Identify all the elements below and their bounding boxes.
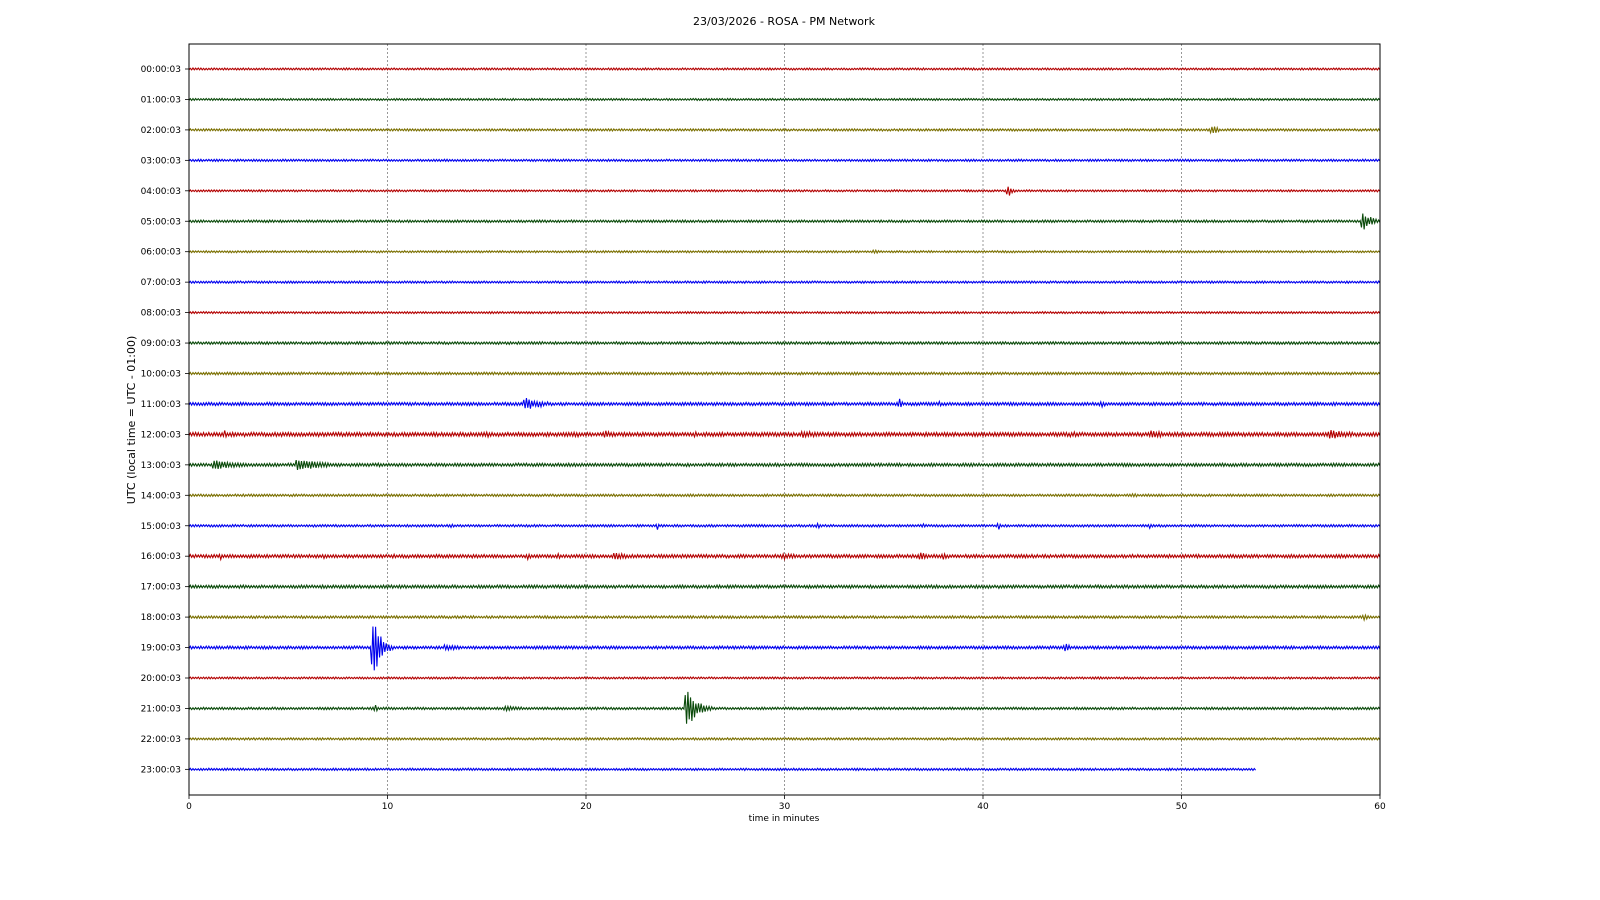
trace-05:00:03 xyxy=(188,213,1381,230)
trace-15:00:03 xyxy=(188,521,1381,530)
x-tick-label: 10 xyxy=(382,802,394,812)
y-axis-label: UTC (local time = UTC - 01:00) xyxy=(125,336,138,505)
y-tick-label: 05:00:03 xyxy=(141,217,181,227)
trace-23:00:03 xyxy=(188,767,1257,772)
x-tick-label: 0 xyxy=(186,802,192,812)
seismogram-traces xyxy=(188,67,1381,772)
y-tick-label: 01:00:03 xyxy=(141,95,181,105)
x-tick-labels: 0 10 20 30 40 50 60 xyxy=(186,795,1386,812)
y-tick-label: 06:00:03 xyxy=(141,248,181,258)
y-tick-label: 15:00:03 xyxy=(141,522,181,532)
trace-13:00:03 xyxy=(188,459,1381,470)
y-tick-label: 14:00:03 xyxy=(141,491,181,501)
trace-08:00:03 xyxy=(188,310,1381,315)
trace-10:00:03 xyxy=(188,371,1381,376)
trace-00:00:03 xyxy=(188,67,1381,71)
y-tick-label: 09:00:03 xyxy=(141,339,181,349)
y-tick-label: 12:00:03 xyxy=(141,430,181,440)
trace-22:00:03 xyxy=(188,736,1381,742)
trace-06:00:03 xyxy=(188,248,1381,255)
x-tick-label: 20 xyxy=(580,802,592,812)
trace-14:00:03 xyxy=(188,492,1381,498)
trace-19:00:03 xyxy=(188,626,1381,671)
y-tick-labels: 00:00:03 01:00:03 02:00:03 03:00:03 04:00:03… xyxy=(141,65,189,775)
trace-12:00:03 xyxy=(188,429,1381,439)
trace-16:00:03 xyxy=(188,551,1381,562)
x-tick-label: 40 xyxy=(977,802,989,812)
x-tick-label: 50 xyxy=(1176,802,1188,812)
trace-03:00:03 xyxy=(188,158,1381,163)
trace-09:00:03 xyxy=(188,340,1381,346)
y-tick-label: 10:00:03 xyxy=(141,370,181,380)
y-tick-label: 16:00:03 xyxy=(141,552,181,562)
trace-04:00:03 xyxy=(188,186,1381,196)
grid-lines xyxy=(387,44,1182,795)
y-tick-label: 04:00:03 xyxy=(141,187,181,197)
x-tick-label: 30 xyxy=(779,802,791,812)
trace-07:00:03 xyxy=(188,280,1381,285)
trace-17:00:03 xyxy=(188,583,1381,590)
trace-18:00:03 xyxy=(188,613,1381,622)
trace-02:00:03 xyxy=(188,125,1381,135)
y-tick-label: 19:00:03 xyxy=(141,644,181,654)
y-tick-label: 07:00:03 xyxy=(141,278,181,288)
y-tick-label: 20:00:03 xyxy=(141,674,181,684)
y-tick-label: 22:00:03 xyxy=(141,735,181,745)
y-tick-label: 23:00:03 xyxy=(141,765,181,775)
chart-title: 23/03/2026 - ROSA - PM Network xyxy=(693,15,876,28)
y-tick-label: 02:00:03 xyxy=(141,126,181,136)
x-tick-label: 60 xyxy=(1374,802,1386,812)
trace-21:00:03 xyxy=(188,691,1381,724)
y-tick-label: 21:00:03 xyxy=(141,704,181,714)
y-tick-label: 13:00:03 xyxy=(141,461,181,471)
trace-20:00:03 xyxy=(188,675,1381,681)
y-tick-label: 00:00:03 xyxy=(141,65,181,75)
trace-01:00:03 xyxy=(188,97,1381,102)
y-tick-label: 11:00:03 xyxy=(141,400,181,410)
y-tick-label: 17:00:03 xyxy=(141,583,181,593)
y-tick-label: 08:00:03 xyxy=(141,309,181,319)
trace-11:00:03 xyxy=(188,398,1381,409)
y-tick-label: 03:00:03 xyxy=(141,156,181,166)
y-tick-label: 18:00:03 xyxy=(141,613,181,623)
x-axis-label: time in minutes xyxy=(749,814,820,824)
